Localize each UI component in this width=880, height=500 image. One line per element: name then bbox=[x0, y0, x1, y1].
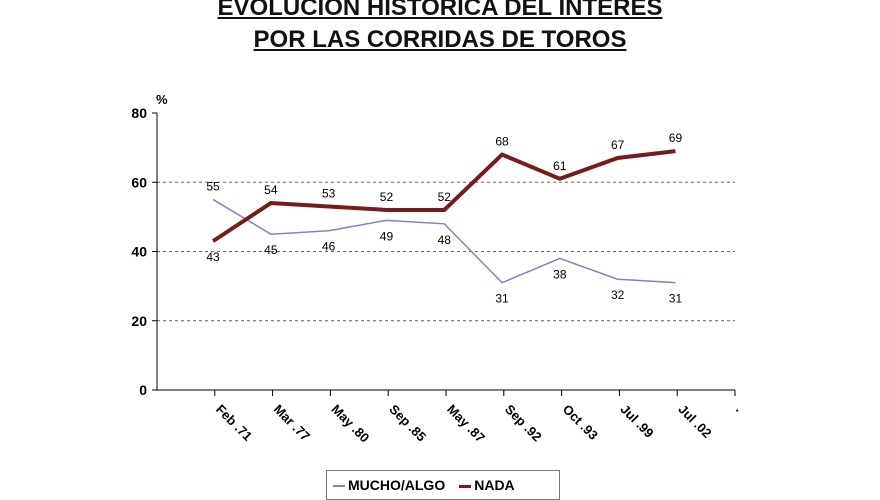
data-label: 53 bbox=[322, 186, 336, 200]
x-tick-label: Jul .02 bbox=[675, 402, 714, 441]
y-axis-label: % bbox=[156, 92, 168, 107]
data-label: 45 bbox=[264, 243, 278, 257]
x-tick-label: Jul .99 bbox=[618, 402, 657, 441]
y-tick-label: 80 bbox=[131, 105, 147, 121]
series-line-1 bbox=[211, 149, 676, 243]
x-tick-label: Sep .92 bbox=[502, 402, 545, 445]
data-label: 48 bbox=[438, 233, 452, 247]
data-label: 67 bbox=[611, 138, 625, 152]
chart-title-line-1: EVOLUCION HISTORICA DEL INTERES bbox=[217, 0, 663, 21]
data-label: 69 bbox=[669, 131, 683, 145]
legend: MUCHO/ALGO NADA bbox=[326, 470, 560, 500]
data-label: 52 bbox=[438, 190, 452, 204]
y-tick-label: 60 bbox=[131, 174, 147, 190]
legend-item-mucho: MUCHO/ALGO bbox=[333, 477, 445, 493]
x-tick-label: . bbox=[733, 402, 746, 415]
legend-swatch bbox=[333, 485, 345, 488]
x-tick-label: Sep .85 bbox=[386, 402, 429, 445]
data-label: 52 bbox=[380, 190, 394, 204]
data-label: 61 bbox=[553, 159, 567, 173]
y-tick-label: 0 bbox=[139, 382, 147, 398]
x-tick-label: May .87 bbox=[444, 402, 488, 446]
y-tick-label: 40 bbox=[131, 244, 147, 260]
legend-item-nada: NADA bbox=[459, 477, 515, 493]
data-label: 54 bbox=[264, 183, 278, 197]
x-tick-label: Oct .93 bbox=[560, 402, 601, 443]
data-label: 31 bbox=[669, 292, 683, 306]
data-label: 31 bbox=[495, 292, 509, 306]
y-tick-label: 20 bbox=[131, 313, 147, 329]
legend-label: MUCHO/ALGO bbox=[348, 477, 446, 493]
data-label: 49 bbox=[380, 229, 394, 243]
data-label: 38 bbox=[553, 267, 567, 281]
data-label: 32 bbox=[611, 288, 625, 302]
data-label: 68 bbox=[495, 135, 509, 149]
legend-label: NADA bbox=[474, 477, 515, 493]
data-label: 43 bbox=[206, 250, 220, 264]
legend-swatch bbox=[459, 484, 472, 488]
x-tick-label: Mar .77 bbox=[271, 402, 313, 444]
chart-title-line-2: POR LAS CORRIDAS DE TOROS bbox=[253, 26, 627, 53]
data-label: 46 bbox=[322, 240, 336, 254]
x-tick-label: Feb .71 bbox=[213, 402, 255, 444]
series-line-0 bbox=[212, 198, 676, 284]
data-label: 55 bbox=[206, 180, 220, 194]
x-tick-label: May .80 bbox=[329, 402, 373, 446]
